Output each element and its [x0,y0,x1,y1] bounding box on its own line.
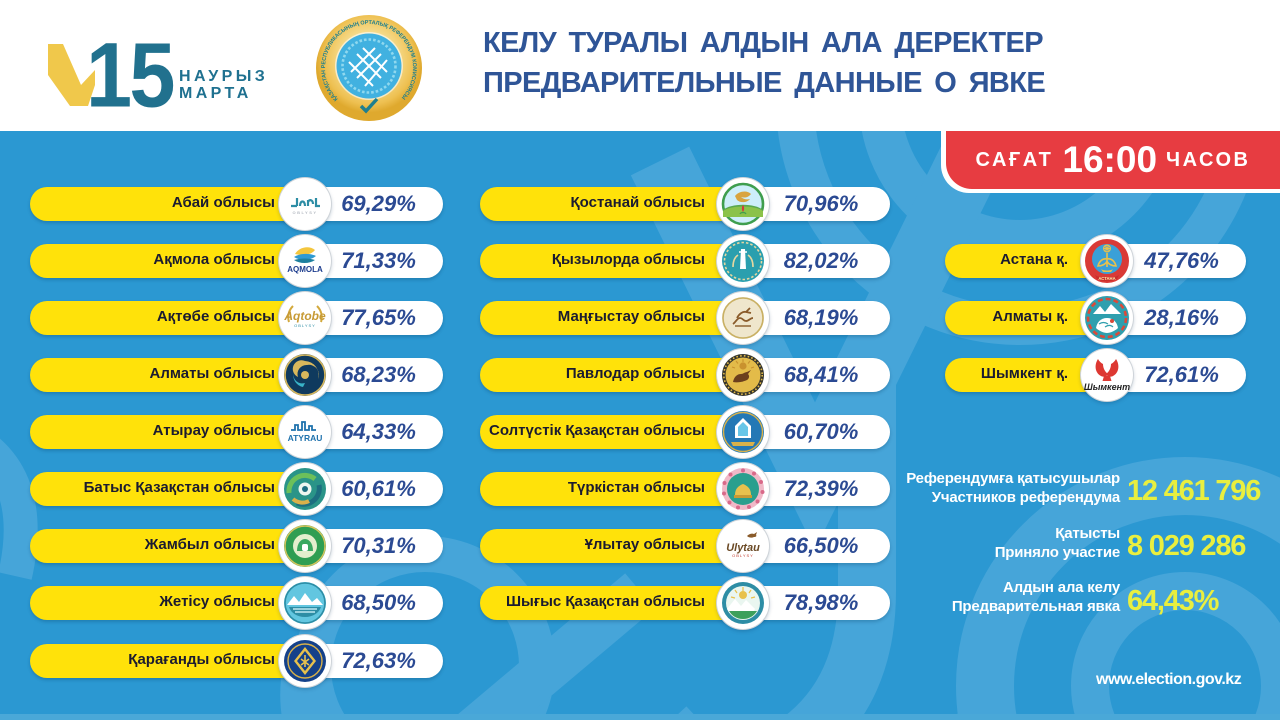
svg-text:Aqtobe: Aqtobe [283,309,326,323]
svg-text:OBLYSY: OBLYSY [294,323,316,328]
svg-text:AQMOLA: AQMOLA [287,265,323,274]
svg-text:OBLYSY: OBLYSY [292,210,317,215]
svg-text:АСТАНА: АСТАНА [1098,276,1115,281]
svg-text:ATYRAU: ATYRAU [288,433,323,443]
svg-text:Шымкент: Шымкент [1084,382,1130,392]
svg-text:15: 15 [86,26,174,118]
svg-text:Ulytau: Ulytau [726,542,760,554]
svg-text:OBLYSY: OBLYSY [732,553,754,558]
